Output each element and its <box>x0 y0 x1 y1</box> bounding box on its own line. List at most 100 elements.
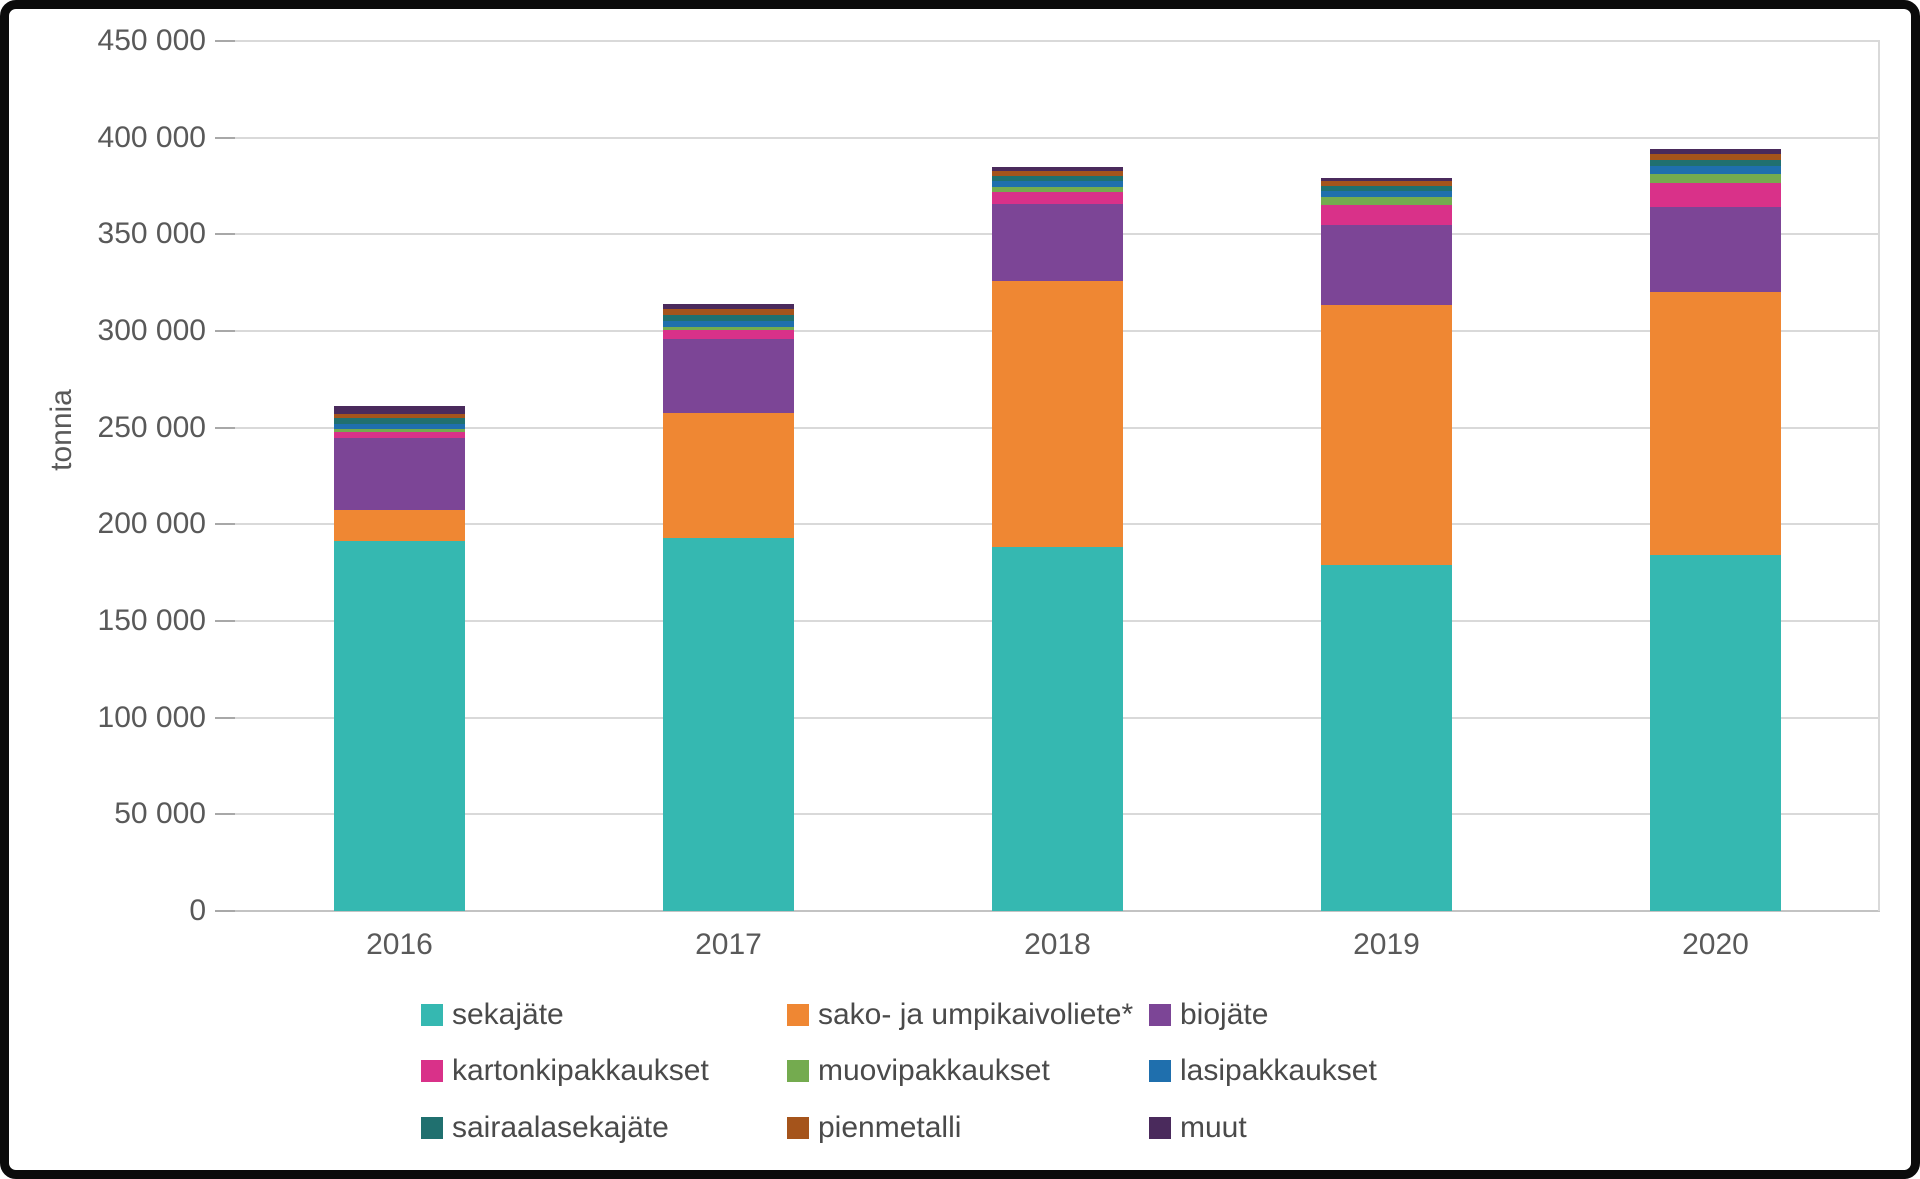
legend-color-chip <box>1149 1004 1171 1026</box>
bar-segment-2020-kartonkipakkaukset[interactable] <box>1650 182 1781 207</box>
bar-segment-2016-muovipakkaukset[interactable] <box>334 429 465 433</box>
bar-segment-2017-biojäte[interactable] <box>663 338 794 413</box>
bar-segment-2019-muut[interactable] <box>1321 177 1452 182</box>
y-axis-tick-mark <box>215 523 235 526</box>
legend-item-sairaalasekajäte[interactable]: sairaalasekajäte <box>421 1113 669 1143</box>
bar-segment-2017-pienmetalli[interactable] <box>663 309 794 316</box>
y-axis-tick-mark <box>215 813 235 816</box>
y-tick-label: 400 000 <box>97 120 206 154</box>
bar-2019 <box>1321 177 1452 911</box>
y-tick-label: 250 000 <box>97 410 206 444</box>
y-tick-label: 200 000 <box>97 507 206 541</box>
legend-label: biojäte <box>1180 998 1269 1031</box>
bar-segment-2019-lasipakkaukset[interactable] <box>1321 190 1452 197</box>
bar-segment-2020-biojäte[interactable] <box>1650 206 1781 292</box>
y-axis-tick-mark <box>215 233 235 236</box>
bar-2016 <box>334 406 465 911</box>
legend-item-sako- ja umpikaivoliete*[interactable]: sako- ja umpikaivoliete* <box>787 1000 1133 1030</box>
legend-label: pienmetalli <box>818 1111 962 1144</box>
bar-segment-2017-muovipakkaukset[interactable] <box>663 326 794 330</box>
bar-segment-2018-muovipakkaukset[interactable] <box>992 187 1123 193</box>
x-tick-label-2018: 2018 <box>1024 928 1091 961</box>
bar-segment-2019-kartonkipakkaukset[interactable] <box>1321 204 1452 226</box>
legend-label: muut <box>1180 1111 1247 1144</box>
x-tick-label-2017: 2017 <box>695 928 762 961</box>
legend-color-chip <box>787 1117 809 1139</box>
y-axis-tick-mark <box>215 910 235 912</box>
bar-segment-2016-muut[interactable] <box>334 406 465 414</box>
legend-item-muovipakkaukset[interactable]: muovipakkaukset <box>787 1056 1050 1086</box>
gridline-0 <box>235 910 1880 912</box>
bar-segment-2017-sako- ja umpikaivoliete*[interactable] <box>663 412 794 539</box>
y-tick-label: 350 000 <box>97 217 206 251</box>
bar-segment-2016-sako- ja umpikaivoliete*[interactable] <box>334 510 465 542</box>
x-tick-label-2019: 2019 <box>1353 928 1420 961</box>
y-tick-label: 50 000 <box>114 797 206 831</box>
bar-segment-2018-lasipakkaukset[interactable] <box>992 181 1123 188</box>
legend-color-chip <box>1149 1060 1171 1082</box>
bar-segment-2016-sairaalasekajäte[interactable] <box>334 418 465 424</box>
bar-segment-2020-sekajäte[interactable] <box>1650 554 1781 911</box>
bar-segment-2016-lasipakkaukset[interactable] <box>334 423 465 430</box>
bar-segment-2020-lasipakkaukset[interactable] <box>1650 166 1781 175</box>
legend-color-chip <box>421 1060 443 1082</box>
legend-label: muovipakkaukset <box>818 1054 1050 1087</box>
bar-segment-2016-sekajäte[interactable] <box>334 541 465 911</box>
bar-segment-2017-sairaalasekajäte[interactable] <box>663 315 794 322</box>
bar-segment-2019-sairaalasekajäte[interactable] <box>1321 186 1452 191</box>
y-tick-label: 150 000 <box>97 604 206 637</box>
bar-segment-2017-lasipakkaukset[interactable] <box>663 321 794 327</box>
bar-segment-2018-sako- ja umpikaivoliete*[interactable] <box>992 280 1123 547</box>
legend-color-chip <box>421 1004 443 1026</box>
legend-label: lasipakkaukset <box>1180 1054 1377 1087</box>
legend-label: sekajäte <box>452 998 564 1031</box>
y-tick-label: 300 000 <box>97 314 206 347</box>
bar-2018 <box>992 167 1123 911</box>
y-axis-tick-mark <box>215 426 235 429</box>
legend-item-sekajäte[interactable]: sekajäte <box>421 1000 564 1030</box>
legend-color-chip <box>1149 1117 1171 1139</box>
bar-segment-2017-muut[interactable] <box>663 304 794 310</box>
bar-segment-2019-muovipakkaukset[interactable] <box>1321 196 1452 205</box>
bar-segment-2018-pienmetalli[interactable] <box>992 171 1123 176</box>
y-axis-tick-mark <box>215 330 235 332</box>
bar-segment-2018-sairaalasekajäte[interactable] <box>992 176 1123 182</box>
legend-label: kartonkipakkaukset <box>452 1054 709 1087</box>
bar-segment-2020-sako- ja umpikaivoliete*[interactable] <box>1650 291 1781 555</box>
bar-segment-2016-biojäte[interactable] <box>334 437 465 511</box>
bar-segment-2020-pienmetalli[interactable] <box>1650 154 1781 161</box>
legend-color-chip <box>787 1004 809 1026</box>
y-tick-label: 450 000 <box>97 24 206 57</box>
bar-segment-2020-muovipakkaukset[interactable] <box>1650 174 1781 183</box>
bar-2020 <box>1650 149 1781 911</box>
legend-item-muut[interactable]: muut <box>1149 1113 1247 1143</box>
bar-segment-2019-sako- ja umpikaivoliete*[interactable] <box>1321 305 1452 566</box>
bar-segment-2019-biojäte[interactable] <box>1321 225 1452 306</box>
bar-segment-2018-muut[interactable] <box>992 167 1123 172</box>
bar-segment-2018-sekajäte[interactable] <box>992 546 1123 911</box>
bar-segment-2020-sairaalasekajäte[interactable] <box>1650 160 1781 167</box>
bar-segment-2016-pienmetalli[interactable] <box>334 414 465 419</box>
x-tick-label-2020: 2020 <box>1682 928 1749 961</box>
y-tick-label: 0 <box>189 894 206 927</box>
legend-item-pienmetalli[interactable]: pienmetalli <box>787 1113 961 1143</box>
bar-segment-2020-muut[interactable] <box>1650 149 1781 155</box>
legend-item-kartonkipakkaukset[interactable]: kartonkipakkaukset <box>421 1056 709 1086</box>
legend-color-chip <box>787 1060 809 1082</box>
y-axis-tick-mark <box>215 620 235 622</box>
plot-right-border <box>1878 41 1880 911</box>
bar-segment-2019-pienmetalli[interactable] <box>1321 181 1452 187</box>
bar-segment-2016-kartonkipakkaukset[interactable] <box>334 432 465 438</box>
legend-item-biojäte[interactable]: biojäte <box>1149 1000 1268 1030</box>
gridline-400000 <box>235 136 1880 139</box>
bar-segment-2017-sekajäte[interactable] <box>663 538 794 911</box>
bar-segment-2018-biojäte[interactable] <box>992 203 1123 281</box>
bar-segment-2017-kartonkipakkaukset[interactable] <box>663 329 794 339</box>
legend-item-lasipakkaukset[interactable]: lasipakkaukset <box>1149 1056 1377 1086</box>
legend-label: sako- ja umpikaivoliete* <box>818 998 1134 1031</box>
bar-segment-2018-kartonkipakkaukset[interactable] <box>992 192 1123 204</box>
y-axis-tick-mark <box>215 40 235 42</box>
bar-segment-2019-sekajäte[interactable] <box>1321 565 1452 911</box>
gridline-450000 <box>235 40 1880 42</box>
